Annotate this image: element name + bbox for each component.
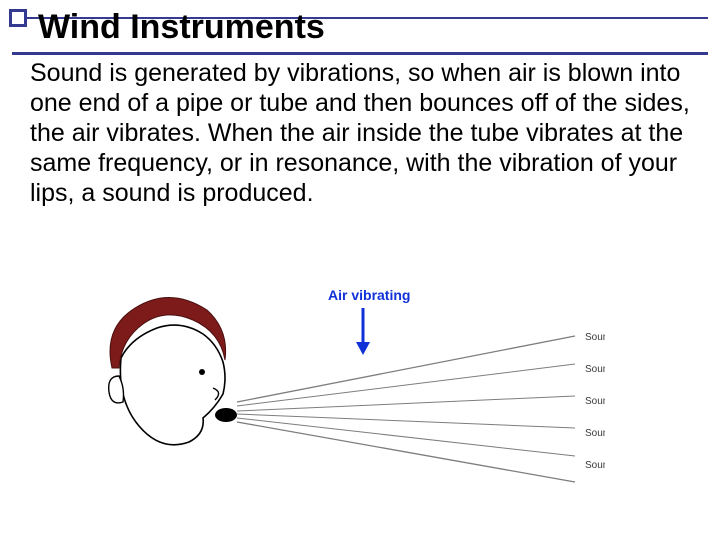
head-eye <box>199 369 205 375</box>
slide: Wind Instruments Sound is generated by v… <box>0 0 720 540</box>
sound-label-3: Sound <box>585 428 605 439</box>
mouthpiece <box>215 408 237 422</box>
head-face <box>120 325 225 445</box>
body-paragraph: Sound is generated by vibrations, so whe… <box>30 58 690 208</box>
tube-inner-line-1 <box>237 396 575 411</box>
sound-label-0: Sound <box>585 332 605 343</box>
air-arrow-head <box>356 342 370 355</box>
tube-top-line <box>237 336 575 402</box>
tube-bottom-line <box>237 422 575 482</box>
corner-accent-box <box>9 9 27 27</box>
head-ear <box>109 376 124 403</box>
sound-label-2: Sound <box>585 396 605 407</box>
slide-title: Wind Instruments <box>38 8 325 47</box>
sound-label-1: Sound <box>585 364 605 375</box>
wind-instrument-diagram: Air vibrating Sound Sound Sound Sound Sound <box>95 280 605 490</box>
air-vibrating-label: Air vibrating <box>328 287 410 303</box>
tube-inner-line-0 <box>237 364 575 406</box>
tube-inner-line-3 <box>237 418 575 456</box>
title-underline <box>12 52 708 55</box>
tube-inner-line-2 <box>237 414 575 428</box>
sound-label-4: Sound <box>585 460 605 471</box>
